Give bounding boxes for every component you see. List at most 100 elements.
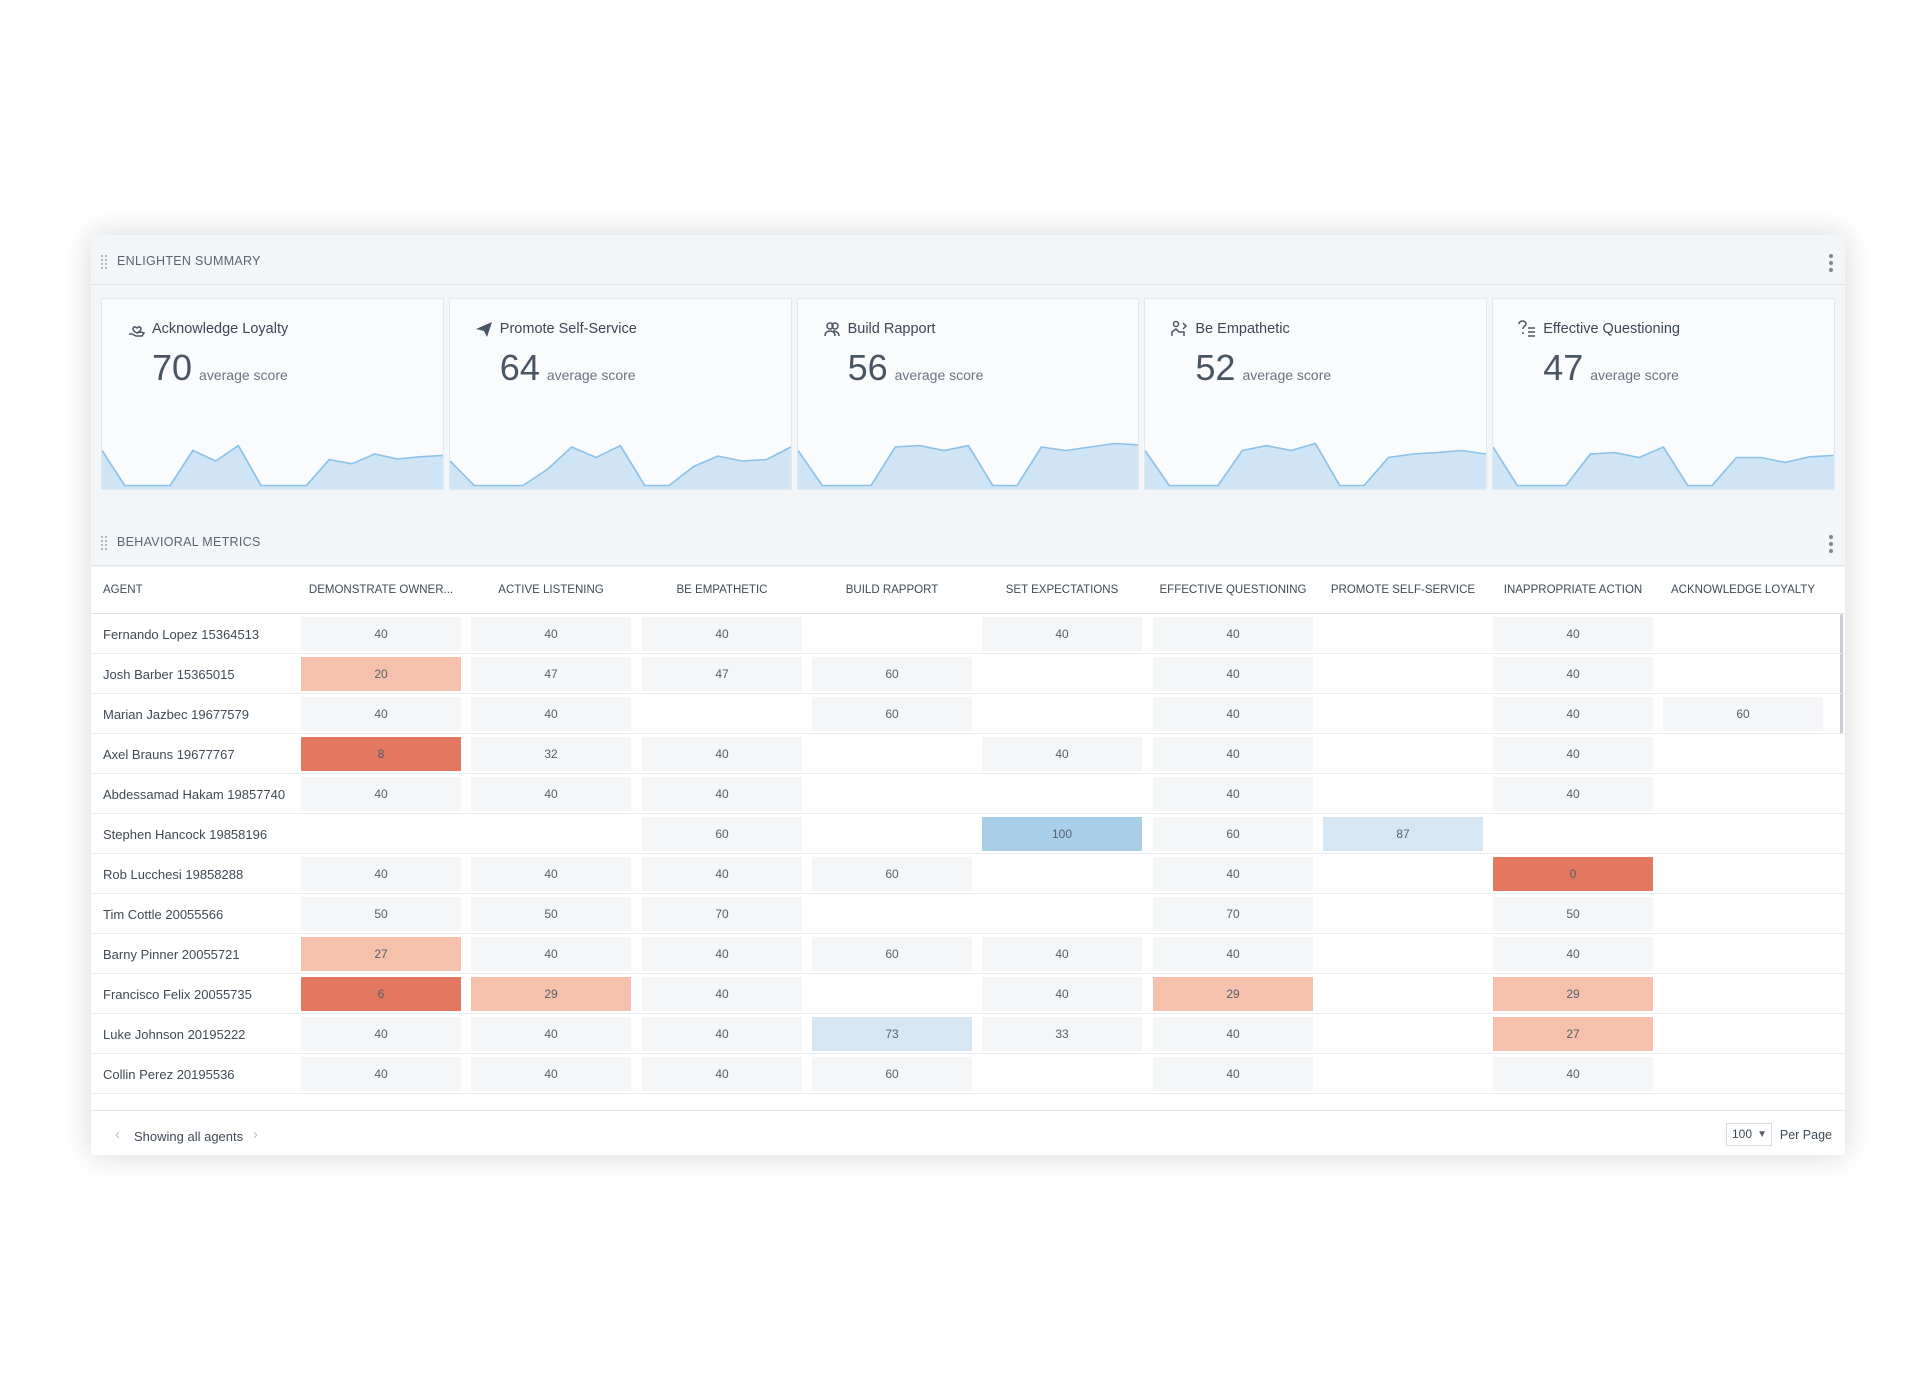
metric-cell[interactable]: 50 — [301, 897, 461, 931]
drag-handle-icon[interactable] — [101, 255, 109, 269]
metric-cell[interactable]: 60 — [812, 1057, 972, 1091]
metric-cell[interactable]: 40 — [301, 857, 461, 891]
agent-name[interactable]: Josh Barber 15365015 — [103, 667, 235, 682]
agent-name[interactable]: Barny Pinner 20055721 — [103, 947, 240, 962]
summary-card-acknowledge-loyalty[interactable]: Acknowledge Loyalty 70 average score — [101, 298, 444, 490]
metric-cell[interactable]: 40 — [1153, 937, 1313, 971]
metric-cell[interactable]: 40 — [471, 937, 631, 971]
table-row[interactable]: Rob Lucchesi 19858288 40 40 40 60 40 0 — [91, 854, 1845, 894]
metrics-menu-icon[interactable] — [1829, 535, 1833, 553]
metric-cell[interactable]: 40 — [642, 1057, 802, 1091]
table-row[interactable]: Abdessamad Hakam 19857740 40 40 40 40 40 — [91, 774, 1845, 814]
column-header-effective-questioning[interactable]: EFFECTIVE QUESTIONING — [1159, 584, 1307, 596]
column-header-set-expectations[interactable]: SET EXPECTATIONS — [1005, 584, 1119, 596]
metric-cell[interactable]: 27 — [1493, 1017, 1653, 1051]
drag-handle-icon[interactable] — [101, 536, 109, 550]
summary-card-effective-questioning[interactable]: Effective Questioning 47 average score — [1492, 298, 1835, 490]
table-row[interactable]: Josh Barber 15365015 20 47 47 60 40 40 — [91, 654, 1845, 694]
metric-cell[interactable]: 20 — [301, 657, 461, 691]
metric-cell[interactable]: 60 — [812, 857, 972, 891]
metric-cell[interactable]: 40 — [642, 977, 802, 1011]
summary-card-promote-self-service[interactable]: Promote Self-Service 64 average score — [448, 298, 792, 490]
metric-cell[interactable]: 73 — [812, 1017, 972, 1051]
summary-menu-icon[interactable] — [1829, 254, 1833, 272]
agent-name[interactable]: Rob Lucchesi 19858288 — [103, 867, 244, 882]
metric-cell[interactable]: 40 — [301, 1057, 461, 1091]
metric-cell[interactable]: 40 — [1153, 1017, 1313, 1051]
metric-cell[interactable]: 40 — [982, 617, 1142, 651]
agent-name[interactable]: Marian Jazbec 19677579 — [103, 707, 249, 722]
metric-cell[interactable]: 40 — [1493, 657, 1653, 691]
per-page-select[interactable]: 100 ▼ — [1726, 1123, 1772, 1146]
metric-cell[interactable]: 40 — [471, 857, 631, 891]
metric-cell[interactable]: 40 — [301, 1017, 461, 1051]
metric-cell[interactable]: 40 — [301, 777, 461, 811]
metric-cell[interactable]: 6 — [301, 977, 461, 1011]
metric-cell[interactable]: 40 — [1493, 937, 1653, 971]
metric-cell[interactable]: 40 — [471, 697, 631, 731]
agent-name[interactable]: Stephen Hancock 19858196 — [103, 827, 268, 842]
table-scrollbar[interactable] — [1840, 614, 1843, 734]
summary-card-build-rapport[interactable]: Build Rapport 56 average score — [796, 298, 1140, 490]
metric-cell[interactable]: 60 — [1153, 817, 1313, 851]
column-header-active-listening[interactable]: ACTIVE LISTENING — [498, 584, 604, 596]
metric-cell[interactable]: 40 — [301, 617, 461, 651]
metric-cell[interactable]: 50 — [471, 897, 631, 931]
agent-name[interactable]: Luke Johnson 20195222 — [103, 1027, 246, 1042]
metric-cell[interactable]: 60 — [812, 937, 972, 971]
metric-cell[interactable]: 47 — [642, 657, 802, 691]
agent-name[interactable]: Fernando Lopez 15364513 — [103, 627, 260, 642]
metric-cell[interactable]: 40 — [642, 937, 802, 971]
metric-cell[interactable]: 40 — [301, 697, 461, 731]
metric-cell[interactable]: 60 — [1663, 697, 1823, 731]
metric-cell[interactable]: 40 — [471, 1057, 631, 1091]
agent-name[interactable]: Tim Cottle 20055566 — [103, 907, 224, 922]
metric-cell[interactable]: 40 — [1493, 1057, 1653, 1091]
column-header-promote-self-service[interactable]: PROMOTE SELF-SERVICE — [1330, 584, 1476, 596]
metric-cell[interactable]: 40 — [1153, 657, 1313, 691]
metric-cell[interactable]: 33 — [982, 1017, 1142, 1051]
metric-cell[interactable]: 40 — [642, 617, 802, 651]
metric-cell[interactable]: 29 — [1493, 977, 1653, 1011]
metric-cell[interactable]: 40 — [1153, 697, 1313, 731]
metric-cell[interactable]: 40 — [1153, 737, 1313, 771]
metric-cell[interactable]: 27 — [301, 937, 461, 971]
metric-cell[interactable]: 87 — [1323, 817, 1483, 851]
metric-cell[interactable]: 100 — [982, 817, 1142, 851]
summary-card-be-empathetic[interactable]: Be Empathetic 52 average score — [1144, 298, 1488, 490]
table-row[interactable]: Axel Brauns 19677767 8 32 40 40 40 40 — [91, 734, 1845, 774]
metric-cell[interactable]: 40 — [471, 617, 631, 651]
metric-cell[interactable]: 40 — [642, 737, 802, 771]
table-row[interactable]: Barny Pinner 20055721 27 40 40 60 40 40 40 — [91, 934, 1845, 974]
metric-cell[interactable]: 70 — [1153, 897, 1313, 931]
metric-cell[interactable]: 40 — [1493, 697, 1653, 731]
metric-cell[interactable]: 40 — [1153, 617, 1313, 651]
metric-cell[interactable]: 50 — [1493, 897, 1653, 931]
table-row[interactable]: Marian Jazbec 19677579 40 40 60 40 40 60 — [91, 694, 1845, 734]
column-header-build-rapport[interactable]: BUILD RAPPORT — [845, 584, 939, 596]
metric-cell[interactable]: 8 — [301, 737, 461, 771]
metric-cell[interactable]: 47 — [471, 657, 631, 691]
table-row[interactable]: Francisco Felix 20055735 6 29 40 40 29 29 — [91, 974, 1845, 1014]
metric-cell[interactable]: 40 — [1493, 617, 1653, 651]
metric-cell[interactable]: 40 — [1153, 1057, 1313, 1091]
column-header-demonstrate-owner[interactable]: DEMONSTRATE OWNER... — [308, 584, 454, 596]
metric-cell[interactable]: 70 — [642, 897, 802, 931]
column-header-acknowledge-loyalty[interactable]: ACKNOWLEDGE LOYALTY — [1671, 584, 1815, 596]
table-row[interactable]: Collin Perez 20195536 40 40 40 60 40 40 — [91, 1054, 1845, 1094]
metric-cell[interactable]: 40 — [471, 777, 631, 811]
metric-cell[interactable]: 40 — [982, 937, 1142, 971]
table-row[interactable]: Stephen Hancock 19858196 60 100 60 87 — [91, 814, 1845, 854]
metric-cell[interactable]: 40 — [1153, 777, 1313, 811]
metric-cell[interactable]: 40 — [982, 737, 1142, 771]
metric-cell[interactable]: 40 — [471, 1017, 631, 1051]
agent-name[interactable]: Abdessamad Hakam 19857740 — [103, 787, 286, 802]
column-header-agent[interactable]: AGENT — [103, 584, 143, 596]
agent-name[interactable]: Axel Brauns 19677767 — [103, 747, 235, 762]
metric-cell[interactable]: 40 — [1493, 777, 1653, 811]
metric-cell[interactable]: 40 — [1153, 857, 1313, 891]
metric-cell[interactable]: 60 — [812, 657, 972, 691]
column-header-be-empathetic[interactable]: BE EMPATHETIC — [676, 584, 768, 596]
agent-name[interactable]: Francisco Felix 20055735 — [103, 987, 252, 1002]
metric-cell[interactable]: 29 — [471, 977, 631, 1011]
